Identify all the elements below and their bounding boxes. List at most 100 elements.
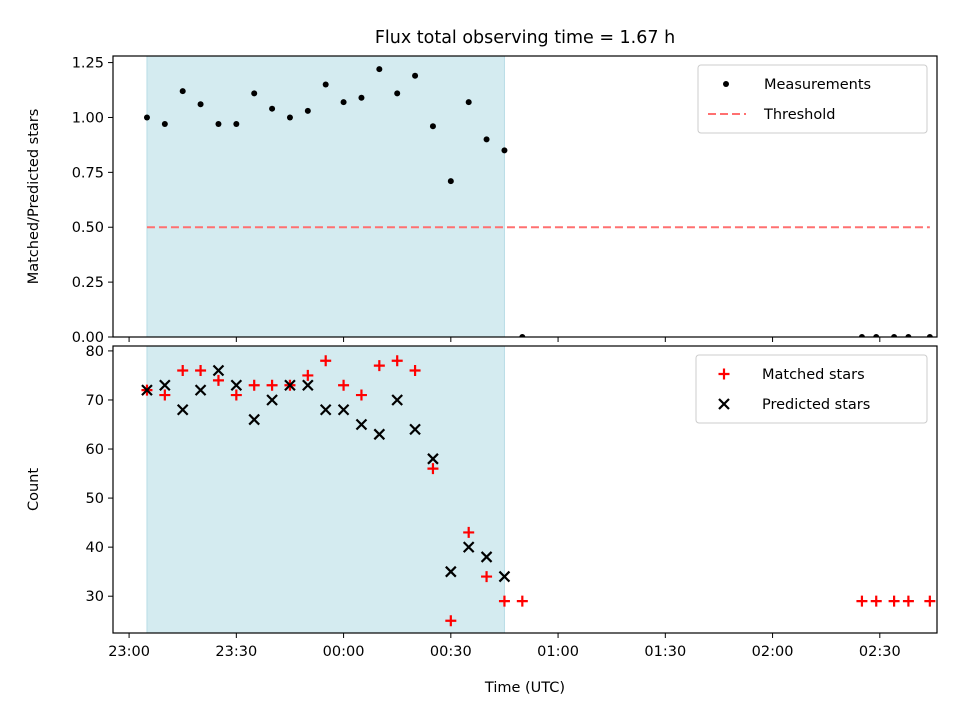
x-tick-label: 23:30 (215, 644, 257, 660)
matched-marker (481, 571, 493, 583)
legend-marker (718, 398, 730, 410)
data-point (891, 334, 898, 337)
predicted-marker (373, 428, 386, 441)
predicted-marker (141, 384, 153, 396)
legend-label: Threshold (763, 107, 835, 123)
data-point (304, 107, 311, 114)
y-tick-label: 80 (86, 344, 104, 360)
predicted-marker (498, 570, 511, 583)
matched-marker (445, 615, 457, 627)
matched-marker (320, 355, 332, 367)
data-point (412, 72, 419, 79)
predicted-marker (462, 541, 475, 553)
predicted-marker (427, 453, 439, 465)
legend-label: Measurements (764, 77, 871, 93)
predicted-marker (480, 551, 493, 563)
axes-frame (112, 55, 938, 338)
x-tick-label: 02:30 (859, 644, 901, 660)
matched-marker (516, 595, 528, 607)
y-tick-label: 0.25 (72, 275, 104, 291)
matched-marker (373, 360, 385, 372)
y-tick-label: 1.00 (72, 110, 104, 126)
predicted-marker (284, 379, 296, 392)
y-tick-label: 60 (86, 442, 104, 458)
predicted-marker (319, 404, 332, 416)
ratio-panel: 0.00 0.25 0.50 0.75 1.00 1.25 Matched/Predicte… (26, 55, 938, 346)
y-tick-label: 1.25 (72, 56, 104, 72)
predicted-marker (212, 364, 225, 377)
legend-marker (718, 368, 730, 380)
data-point (340, 99, 347, 106)
matched-marker (391, 355, 403, 367)
count-panel: 23:00 23:30 00:00 00:30 01:00 01:30 02:00 02:30… (26, 344, 938, 660)
matched-marker (195, 365, 207, 377)
matched-marker (230, 389, 242, 401)
legend-marker (723, 81, 729, 87)
predicted-marker (391, 394, 403, 406)
x-tick-label: 01:30 (644, 644, 686, 660)
data-point (179, 88, 186, 95)
x-tick-label: 23:00 (108, 644, 150, 660)
matched-marker (355, 389, 367, 401)
data-point (143, 114, 150, 121)
y-axis-label: Count (26, 468, 42, 511)
data-point (215, 121, 222, 128)
predicted-marker (266, 394, 278, 406)
data-point (161, 121, 168, 128)
x-tick-label: 00:00 (323, 644, 365, 660)
matched-marker (870, 595, 882, 607)
data-point (269, 105, 276, 112)
data-point (233, 121, 240, 128)
data-point (251, 90, 258, 97)
matched-marker (498, 595, 510, 607)
x-axis-label: Time (UTC) (484, 680, 565, 696)
data-point (447, 178, 454, 185)
y-tick-label: 0.50 (72, 220, 104, 236)
predicted-marker (248, 413, 260, 426)
predicted-marker (159, 379, 171, 392)
legend-label: Matched stars (762, 367, 865, 383)
data-point (394, 90, 401, 97)
x-tick-label: 02:00 (752, 644, 794, 660)
matched-marker (338, 379, 350, 391)
axes-frame (112, 345, 938, 634)
legend-label: Predicted stars (762, 397, 870, 413)
matched-marker (409, 365, 421, 377)
matched-marker (888, 595, 900, 607)
matched-marker (902, 595, 914, 607)
x-tick-label: 00:30 (430, 644, 472, 660)
observing-window-band (146, 345, 505, 634)
y-tick-label: 50 (86, 491, 104, 507)
legend-box (697, 64, 928, 134)
matched-marker (427, 463, 439, 475)
data-point (519, 334, 526, 337)
data-point (376, 66, 383, 73)
matched-marker (248, 379, 260, 391)
matched-marker (856, 595, 868, 607)
chart-title: Flux total observing time = 1.67 h (375, 28, 675, 48)
data-point (483, 136, 490, 143)
data-point (501, 147, 508, 154)
legend: Measurements Threshold (697, 64, 928, 134)
matched-marker (159, 389, 171, 401)
predicted-marker (302, 379, 314, 392)
plot-data (143, 66, 933, 337)
legend: Matched stars Predicted stars (695, 354, 928, 424)
matched-marker (463, 526, 475, 538)
predicted-marker (355, 418, 368, 431)
y-tick-label: 30 (86, 589, 104, 605)
predicted-marker (230, 379, 243, 392)
y-tick-label: 40 (86, 540, 104, 556)
observing-window-band (146, 55, 505, 338)
predicted-marker (176, 404, 189, 416)
y-tick-label: 70 (86, 393, 104, 409)
matched-marker (302, 369, 314, 381)
matched-marker (266, 379, 278, 391)
legend-box (695, 354, 928, 424)
data-point (286, 114, 293, 121)
x-tick-label: 01:00 (537, 644, 579, 660)
matched-marker (212, 374, 224, 386)
predicted-marker (409, 423, 421, 436)
data-point (858, 334, 865, 337)
